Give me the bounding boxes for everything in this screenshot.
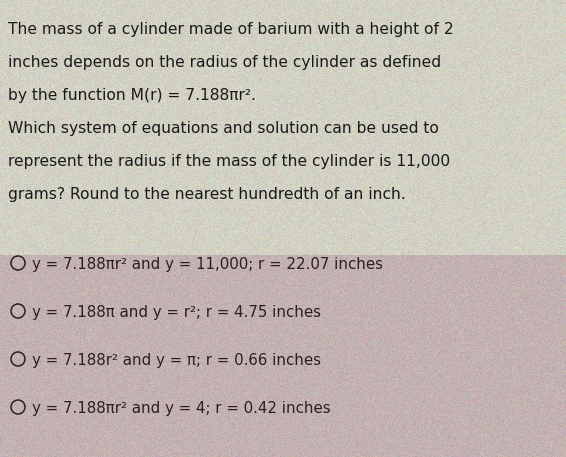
Text: y = 7.188πr² and y = 4; r = 0.42 inches: y = 7.188πr² and y = 4; r = 0.42 inches [32, 401, 331, 416]
Text: inches depends on the radius of the cylinder as defined: inches depends on the radius of the cyli… [8, 55, 441, 70]
Bar [0, 256, 566, 457]
Text: by the function M(r) = 7.188πr².: by the function M(r) = 7.188πr². [8, 88, 256, 103]
Text: y = 7.188r² and y = π; r = 0.66 inches: y = 7.188r² and y = π; r = 0.66 inches [32, 353, 321, 368]
Bar [0, 0, 566, 256]
Text: The mass of a cylinder made of barium with a height of 2: The mass of a cylinder made of barium wi… [8, 22, 453, 37]
Text: grams? Round to the nearest hundredth of an inch.: grams? Round to the nearest hundredth of… [8, 187, 406, 202]
Text: y = 7.188π and y = r²; r = 4.75 inches: y = 7.188π and y = r²; r = 4.75 inches [32, 305, 321, 320]
Text: represent the radius if the mass of the cylinder is 11,000: represent the radius if the mass of the … [8, 154, 450, 169]
Text: y = 7.188πr² and y = 11,000; r = 22.07 inches: y = 7.188πr² and y = 11,000; r = 22.07 i… [32, 257, 383, 272]
Text: Which system of equations and solution can be used to: Which system of equations and solution c… [8, 121, 439, 136]
